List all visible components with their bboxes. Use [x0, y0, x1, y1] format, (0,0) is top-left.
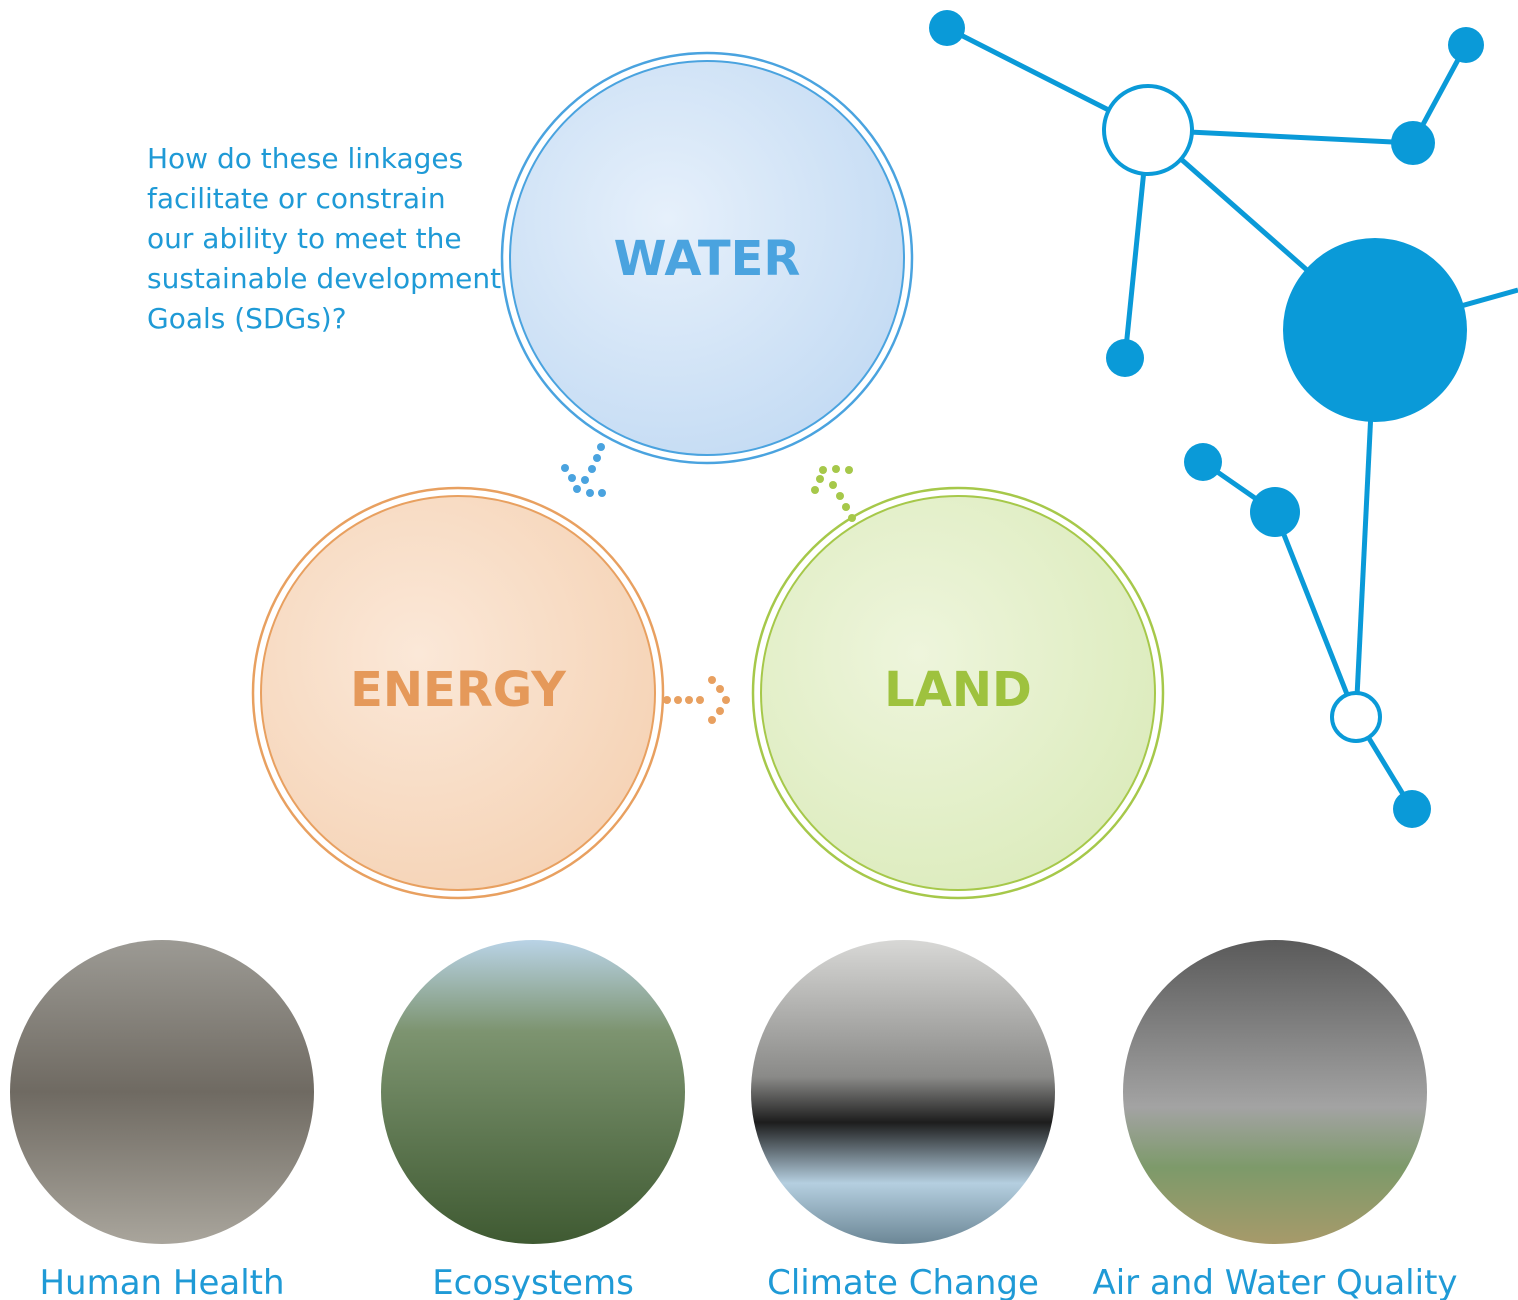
node-label: LAND	[884, 662, 1032, 718]
question-line: facilitate or constrain	[147, 182, 446, 215]
infographic: How do these linkages facilitate or cons…	[0, 0, 1518, 1300]
caption: Human Health	[39, 1263, 284, 1300]
question-line: our ability to meet the	[147, 222, 462, 255]
impact-human-health: Human Health	[10, 940, 314, 1300]
node-label: WATER	[614, 231, 801, 287]
photo	[10, 940, 314, 1244]
photo	[1123, 940, 1427, 1244]
impact-air-water-quality: Air and Water Quality	[1092, 940, 1457, 1300]
energy-node: ENERGY	[253, 488, 663, 898]
node-label: ENERGY	[350, 662, 567, 718]
question-line: How do these linkages	[147, 142, 463, 175]
water-node: WATER	[502, 53, 912, 463]
land-node: LAND	[753, 488, 1163, 898]
arrow-water-energy	[561, 443, 606, 497]
arrow-energy-land	[663, 676, 730, 724]
question-line: Goals (SDGs)?	[147, 302, 347, 335]
photo	[381, 940, 685, 1244]
arrow-land-water	[811, 465, 856, 522]
caption: Air and Water Quality	[1092, 1263, 1457, 1300]
photo	[751, 940, 1055, 1244]
question: How do these linkages facilitate or cons…	[147, 142, 501, 335]
caption: Climate Change	[767, 1263, 1039, 1300]
impact-climate-change: Climate Change	[751, 940, 1055, 1300]
question-line: sustainable development	[147, 262, 501, 295]
impact-ecosystems: Ecosystems	[381, 940, 685, 1300]
caption: Ecosystems	[432, 1263, 634, 1300]
